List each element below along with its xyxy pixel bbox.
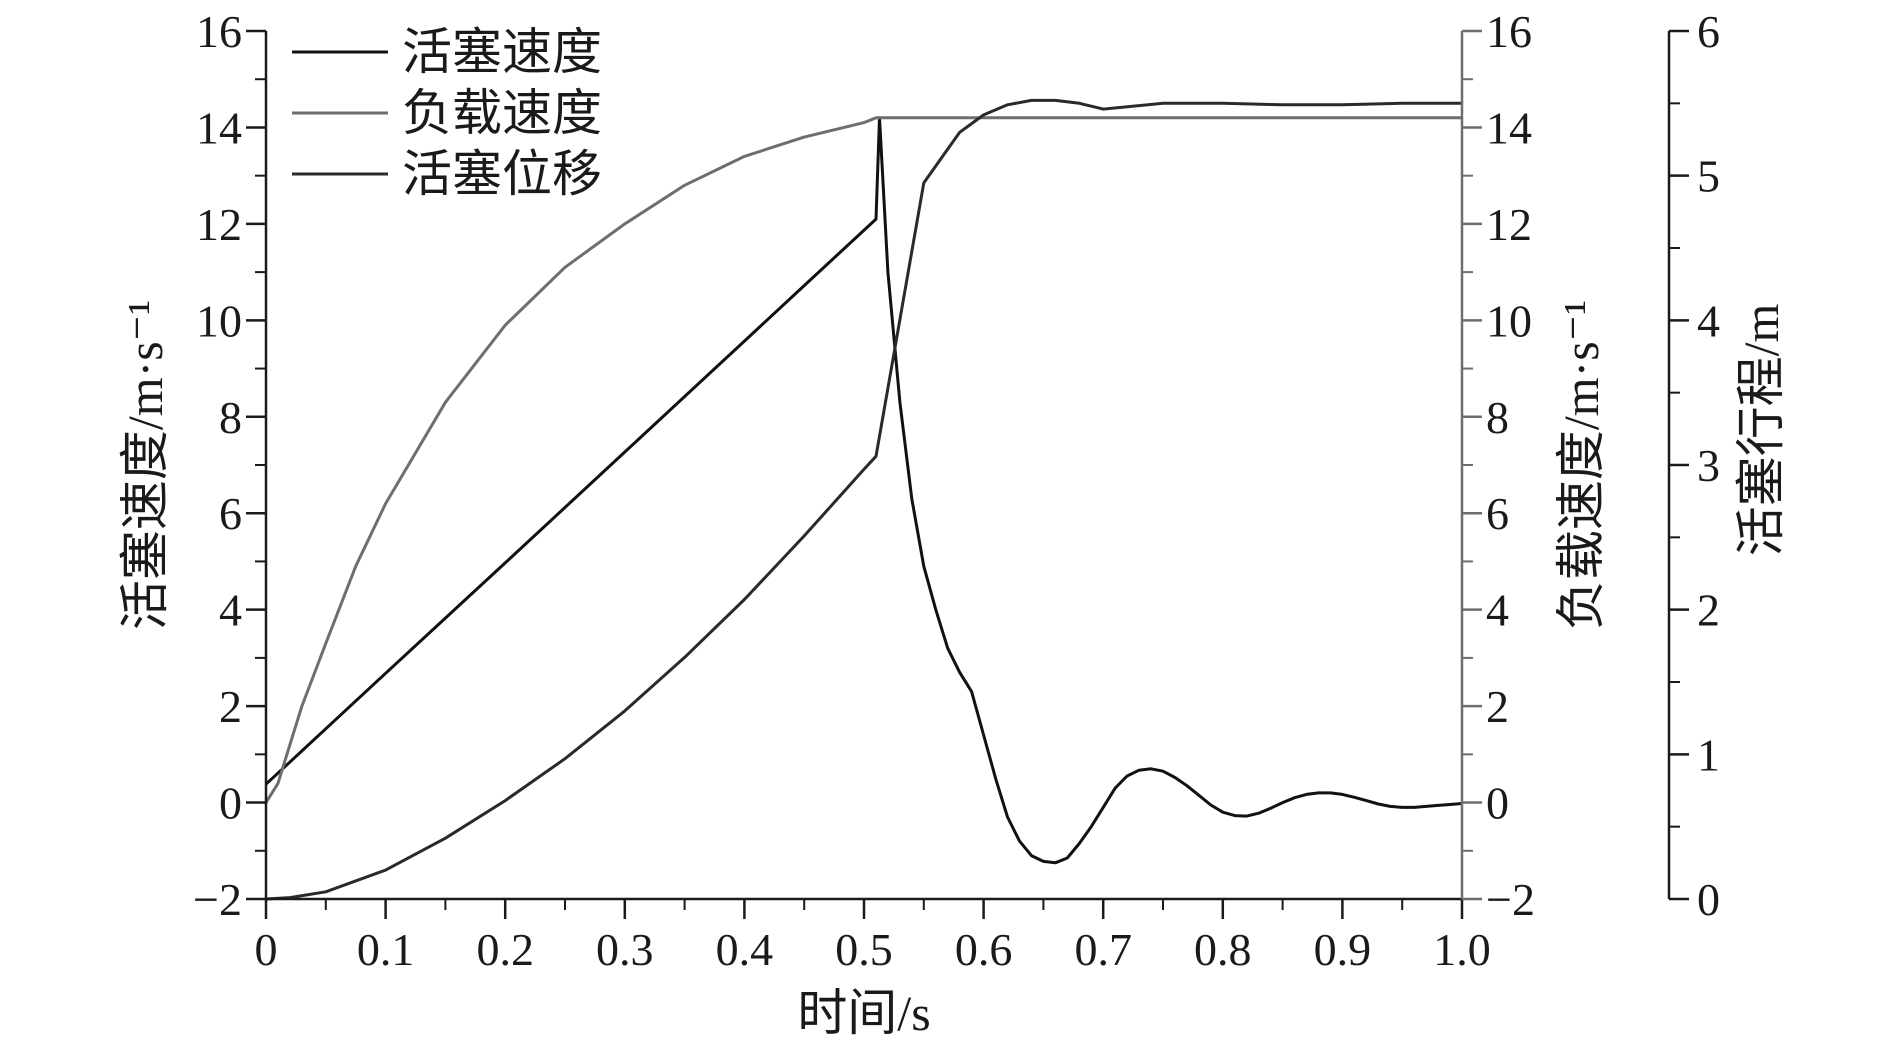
right1-tick-label: 2 <box>1486 681 1509 732</box>
series-line-1 <box>264 116 1463 865</box>
x-tick-label: 0.7 <box>1074 924 1132 975</box>
axes: 0 0.1 0.2 0.3 0.4 0.5 0.6 0.7 0.8 0.9 1.0−20246810… <box>193 6 1720 975</box>
x-tick-label: 0 <box>255 924 278 975</box>
right2-tick-label: 1 <box>1697 729 1720 780</box>
left-tick-label: 6 <box>219 488 242 539</box>
right1-tick-label: 12 <box>1486 199 1532 250</box>
left-tick-label: 16 <box>196 6 242 57</box>
left-tick-label: 12 <box>196 199 242 250</box>
right1-tick-label: 0 <box>1486 778 1509 829</box>
x-tick-label: 0.9 <box>1314 924 1372 975</box>
right1-tick-label: 8 <box>1486 392 1509 443</box>
right2-tick-label: 3 <box>1697 440 1720 491</box>
axis-titles: 时间/s 活塞速度/m·s⁻¹ 负载速度/m·s⁻¹ 活塞行程/m <box>117 300 1789 1041</box>
right2-tick-label: 5 <box>1697 151 1720 202</box>
plot-area <box>264 98 1463 901</box>
right2-tick-label: 0 <box>1697 874 1720 925</box>
x-axis-title: 时间/s <box>797 985 930 1041</box>
right2-tick-label: 4 <box>1697 295 1720 346</box>
x-tick-label: 1.0 <box>1433 924 1491 975</box>
right1-tick-label: 14 <box>1486 102 1532 153</box>
right1-tick-label: −2 <box>1486 874 1535 925</box>
series-line-3 <box>265 98 1462 901</box>
legend-label-3: 活塞位移 <box>402 146 602 202</box>
left-tick-label: 10 <box>196 295 242 346</box>
left-tick-label: 8 <box>219 392 242 443</box>
left-tick-label: 0 <box>219 778 242 829</box>
right2-tick-label: 2 <box>1697 585 1720 636</box>
x-tick-label: 0.6 <box>955 924 1013 975</box>
left-tick-label: 14 <box>196 102 242 153</box>
right1-tick-label: 6 <box>1486 488 1509 539</box>
x-tick-label: 0.8 <box>1194 924 1252 975</box>
right1-axis-title: 负载速度/m·s⁻¹ <box>1553 300 1609 630</box>
left-axis-title: 活塞速度/m·s⁻¹ <box>117 300 173 630</box>
series-line-2 <box>264 116 1462 804</box>
x-tick-label: 0.3 <box>596 924 654 975</box>
x-tick-label: 0.5 <box>835 924 893 975</box>
left-tick-label: 4 <box>219 585 242 636</box>
left-tick-label: −2 <box>193 874 242 925</box>
right2-axis-title: 活塞行程/m <box>1733 304 1789 557</box>
right2-tick-label: 6 <box>1697 6 1720 57</box>
x-tick-label: 0.1 <box>357 924 415 975</box>
legend-label-1: 活塞速度 <box>402 24 602 80</box>
x-tick-label: 0.4 <box>716 924 774 975</box>
right1-tick-label: 10 <box>1486 295 1532 346</box>
x-tick-label: 0.2 <box>476 924 534 975</box>
legend-label-2: 负载速度 <box>402 85 602 141</box>
right1-tick-label: 4 <box>1486 585 1509 636</box>
right1-tick-label: 16 <box>1486 6 1532 57</box>
left-tick-label: 2 <box>219 681 242 732</box>
